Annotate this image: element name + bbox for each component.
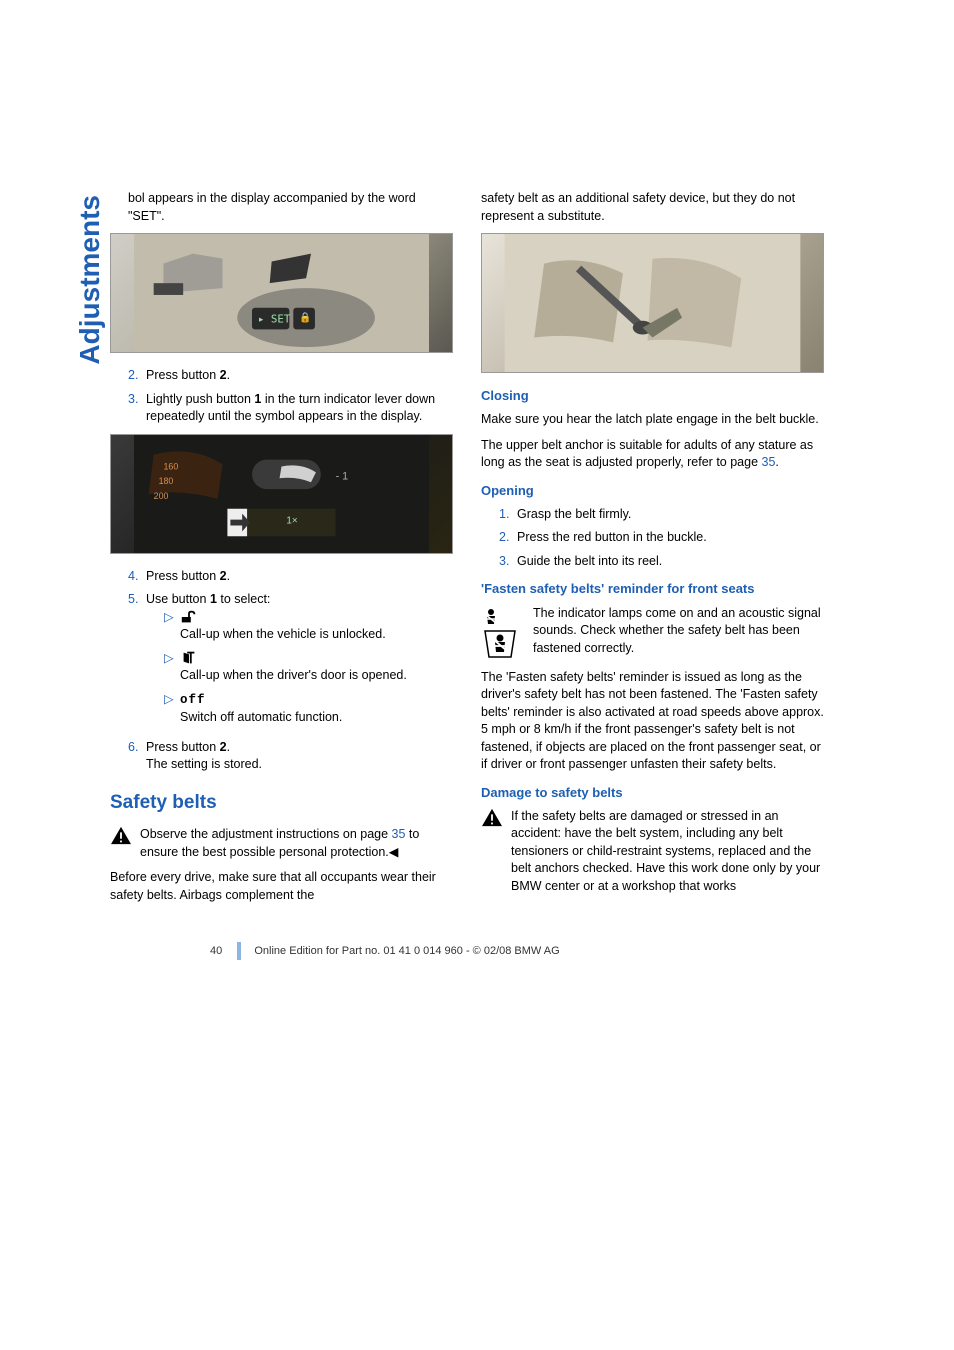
dark-display-illustration: 160 180 200 - 1 1× — [111, 435, 452, 553]
figure-seatbelt — [481, 233, 824, 373]
svg-text:180: 180 — [159, 476, 174, 486]
step-number: 6. — [128, 739, 146, 774]
heading-safety-belts: Safety belts — [110, 790, 453, 817]
step-2: 2. Press button 2. — [128, 367, 453, 385]
step-number: 5. — [128, 591, 146, 733]
warn1-pre: Observe the adjustment instructions on p… — [140, 827, 392, 841]
step-5: 5. Use button 1 to select: ▷ Call-up whe… — [128, 591, 453, 733]
warning-icon — [110, 826, 132, 846]
right-top-text: safety belt as an additional safety devi… — [481, 190, 824, 225]
opening-step-2: 2. Press the red button in the buckle. — [499, 529, 824, 547]
seatbelt-illustration — [482, 234, 823, 372]
step5-post: to select: — [217, 592, 271, 606]
warning-icon — [481, 808, 503, 828]
heading-opening: Opening — [481, 482, 824, 500]
heading-damage: Damage to safety belts — [481, 784, 824, 802]
closing-text-2-post: . — [775, 455, 778, 469]
step4-post: . — [227, 569, 230, 583]
step-number: 2. — [499, 529, 517, 547]
step5-pre: Use button — [146, 592, 210, 606]
heading-closing: Closing — [481, 387, 824, 405]
heading-fasten-reminder: 'Fasten safety belts' reminder for front… — [481, 580, 824, 598]
step-number: 3. — [499, 553, 517, 571]
opening-step-1: 1. Grasp the belt firmly. — [499, 506, 824, 524]
step3-pre: Lightly push button — [146, 392, 254, 406]
intro-text: bol appears in the display accompanied b… — [128, 190, 453, 225]
sub-option-off: ▷ off Switch off automatic function. — [164, 691, 453, 727]
fasten-body-text: The 'Fasten safety belts' reminder is is… — [481, 669, 824, 774]
seatbelt-icon-small — [481, 607, 501, 627]
op3-text: Guide the belt into its reel. — [517, 553, 824, 571]
op1-text: Grasp the belt firmly. — [517, 506, 824, 524]
triangle-bullet: ▷ — [164, 609, 180, 644]
svg-text:160: 160 — [164, 461, 179, 471]
seatbelt-indicator-icons — [481, 607, 523, 661]
sub3-text: Switch off automatic function. — [180, 710, 342, 724]
triangle-bullet: ▷ — [164, 691, 180, 727]
step2-bold: 2 — [220, 368, 227, 382]
warning-callout: Observe the adjustment instructions on p… — [110, 826, 453, 861]
step-number: 3. — [128, 391, 146, 426]
car-unlock-icon — [180, 609, 198, 625]
closing-text-1: Make sure you hear the latch plate engag… — [481, 411, 824, 429]
op2-text: Press the red button in the buckle. — [517, 529, 824, 547]
end-marker: ◀ — [389, 845, 399, 859]
damage-callout: If the safety belts are damaged or stres… — [481, 808, 824, 896]
page-footer: 40 Online Edition for Part no. 01 41 0 0… — [110, 942, 824, 960]
svg-text:▸ SET: ▸ SET — [258, 313, 291, 326]
figure-set-display: ▸ SET 🔒 — [110, 233, 453, 353]
sub-option-unlocked: ▷ Call-up when the vehicle is unlocked. — [164, 609, 453, 644]
svg-text:🔒: 🔒 — [299, 312, 311, 324]
opening-step-3: 3. Guide the belt into its reel. — [499, 553, 824, 571]
sub1-text: Call-up when the vehicle is unlocked. — [180, 627, 386, 641]
door-open-icon — [180, 650, 198, 666]
damage-text: If the safety belts are damaged or stres… — [511, 808, 824, 896]
page-link-35[interactable]: 35 — [392, 827, 406, 841]
before-drive-text: Before every drive, make sure that all o… — [110, 869, 453, 904]
step4-bold: 2 — [220, 569, 227, 583]
step6-pre: Press button — [146, 740, 220, 754]
fasten-icon-text: The indicator lamps come on and an acous… — [481, 605, 824, 658]
step6-post: . — [227, 740, 230, 754]
figure-dark-display: 160 180 200 - 1 1× — [110, 434, 453, 554]
step-4: 4. Press button 2. — [128, 568, 453, 586]
left-column: bol appears in the display accompanied b… — [110, 190, 453, 912]
svg-text:1×: 1× — [286, 515, 297, 526]
step2-post: . — [227, 368, 230, 382]
page-link-35b[interactable]: 35 — [762, 455, 776, 469]
footer-text: Online Edition for Part no. 01 41 0 014 … — [254, 945, 559, 957]
off-icon: off — [180, 693, 206, 707]
step-6: 6. Press button 2. The setting is stored… — [128, 739, 453, 774]
step5-bold: 1 — [210, 592, 217, 606]
right-column: safety belt as an additional safety devi… — [481, 190, 824, 912]
sub-option-door: ▷ Call-up when the driver's door is open… — [164, 650, 453, 685]
triangle-bullet: ▷ — [164, 650, 180, 685]
step-number: 4. — [128, 568, 146, 586]
svg-text:- 1: - 1 — [336, 470, 349, 482]
sub2-text: Call-up when the driver's door is opened… — [180, 668, 407, 682]
step6-bold: 2 — [220, 740, 227, 754]
page-number: 40 — [210, 944, 222, 959]
step-number: 2. — [128, 367, 146, 385]
step-number: 1. — [499, 506, 517, 524]
footer-bar — [237, 942, 251, 960]
step4-pre: Press button — [146, 569, 220, 583]
set-display-illustration: ▸ SET 🔒 — [111, 234, 452, 352]
section-tab: Adjustments — [70, 195, 109, 365]
svg-text:200: 200 — [154, 490, 169, 500]
step-3: 3. Lightly push button 1 in the turn ind… — [128, 391, 453, 426]
seatbelt-icon-large — [481, 627, 519, 661]
step2-pre: Press button — [146, 368, 220, 382]
step6-line2: The setting is stored. — [146, 757, 262, 771]
